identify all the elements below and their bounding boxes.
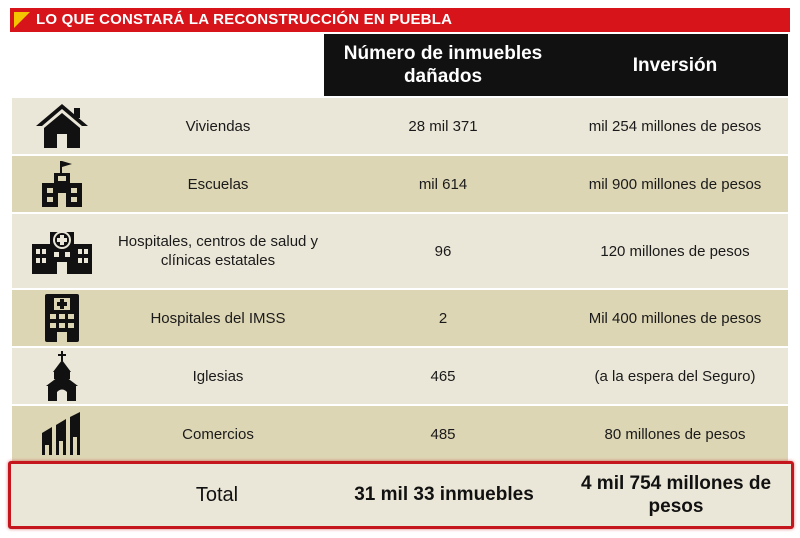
title-bar: LO QUE CONSTARÁ LA RECONSTRUCCIÓN EN PUE… xyxy=(10,8,790,32)
table-row: Hospitales del IMSS 2 Mil 400 millones d… xyxy=(12,290,788,346)
row-inversion: 80 millones de pesos xyxy=(604,425,746,443)
row-categoria: Iglesias xyxy=(192,367,244,385)
total-row: Total 31 mil 33 inmuebles 4 mil 754 mill… xyxy=(8,461,794,529)
church-icon xyxy=(30,348,94,404)
table-row: Iglesias 465 (a la espera del Seguro) xyxy=(12,348,788,404)
page-title: LO QUE CONSTARÁ LA RECONSTRUCCIÓN EN PUE… xyxy=(36,11,453,28)
commerce-icon xyxy=(30,406,94,462)
row-categoria: Comercios xyxy=(182,425,254,443)
row-numero: mil 614 xyxy=(418,175,468,193)
total-label: Total xyxy=(195,483,239,506)
total-inversion: 4 mil 754 millones de pesos xyxy=(580,473,772,517)
table-row: Viviendas 28 mil 371 mil 254 millones de… xyxy=(12,98,788,154)
house-icon xyxy=(30,98,94,154)
hospital-icon xyxy=(30,223,94,279)
imss-hospital-icon xyxy=(30,290,94,346)
row-numero: 28 mil 371 xyxy=(408,117,478,135)
header-inversion: Inversión xyxy=(562,34,788,96)
row-categoria: Hospitales del IMSS xyxy=(150,309,286,327)
row-numero: 485 xyxy=(430,425,456,443)
row-numero: 96 xyxy=(434,242,452,260)
row-inversion: Mil 400 millones de pesos xyxy=(588,309,762,327)
flag-icon xyxy=(14,12,30,28)
row-inversion: mil 900 millones de pesos xyxy=(588,175,762,193)
table-row: Escuelas mil 614 mil 900 millones de pes… xyxy=(12,156,788,212)
row-categoria: Escuelas xyxy=(187,175,249,193)
table-row: Comercios 485 80 millones de pesos xyxy=(12,406,788,462)
total-numero: 31 mil 33 inmuebles xyxy=(354,484,534,505)
row-categoria: Viviendas xyxy=(185,117,251,135)
row-numero: 2 xyxy=(438,309,448,327)
school-icon xyxy=(30,156,94,212)
row-inversion: mil 254 millones de pesos xyxy=(588,117,762,135)
header-numero: Número de inmuebles dañados xyxy=(324,34,562,96)
table-row: Hospitales, centros de salud y clínicas … xyxy=(12,214,788,288)
row-categoria: Hospitales, centros de salud y clínicas … xyxy=(117,233,319,269)
row-inversion: (a la espera del Seguro) xyxy=(594,367,756,385)
row-numero: 465 xyxy=(430,367,456,385)
row-inversion: 120 millones de pesos xyxy=(600,242,750,260)
